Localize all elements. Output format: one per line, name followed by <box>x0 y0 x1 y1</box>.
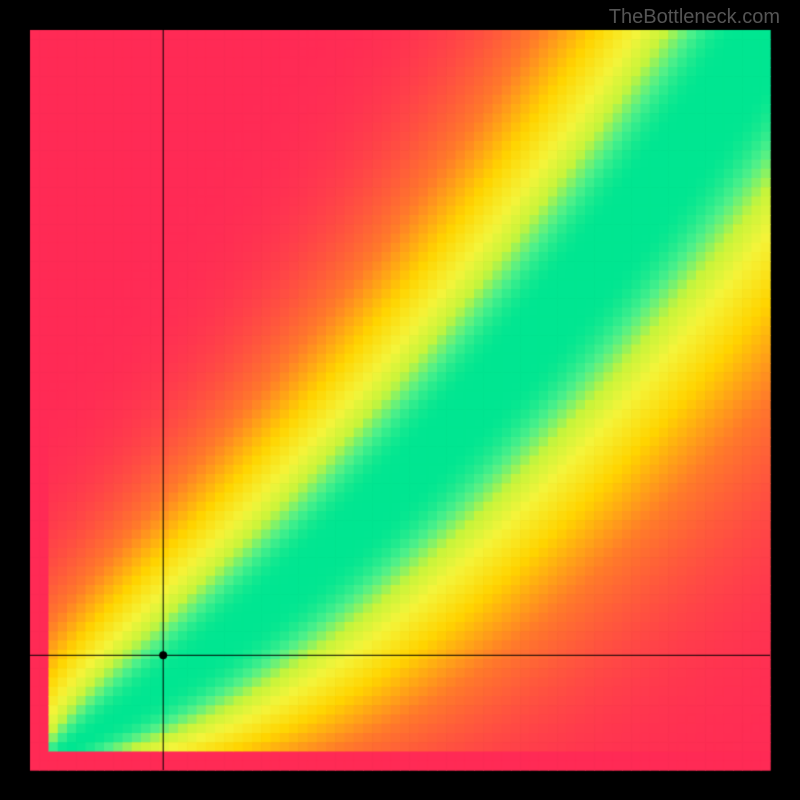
bottleneck-heatmap <box>0 0 800 800</box>
watermark-text: TheBottleneck.com <box>609 6 780 29</box>
chart-container: TheBottleneck.com <box>0 0 800 800</box>
